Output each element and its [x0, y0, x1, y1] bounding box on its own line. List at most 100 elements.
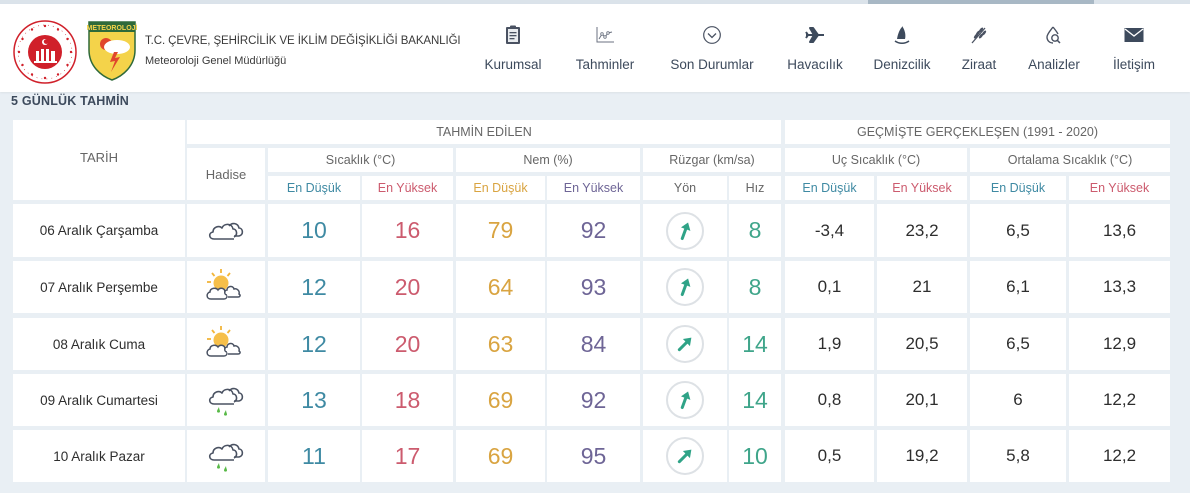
- row-temp-low: 11: [268, 430, 360, 482]
- wind-arrow-icon: [677, 337, 692, 352]
- ministry-subtitle: Meteoroloji Genel Müdürlüğü: [145, 55, 287, 67]
- header-ext-high: En Yüksek: [877, 176, 967, 200]
- row-temp-high: 17: [362, 430, 453, 482]
- cloudy-icon: [208, 222, 244, 240]
- row-wind-speed: 14: [729, 374, 781, 426]
- header-event: Hadise: [187, 148, 265, 200]
- row-hum-high: 92: [547, 204, 640, 257]
- wind-direction-dial: [666, 437, 704, 475]
- row-event: [187, 318, 265, 370]
- header-humidity: Nem (%): [456, 148, 640, 172]
- nav-item-tahminler[interactable]: Tahminler: [570, 4, 640, 92]
- nav-label: Kurumsal: [484, 57, 542, 72]
- wind-arrow-icon: [680, 222, 691, 240]
- row-wind-speed: 8: [729, 204, 781, 257]
- row-ext-low: 0,1: [785, 261, 874, 313]
- wind-arrow-icon: [677, 449, 692, 464]
- nav-label: Analizler: [1028, 57, 1080, 72]
- nav-item-denizcilik[interactable]: Denizcilik: [868, 4, 936, 92]
- row-hum-high: 95: [547, 430, 640, 482]
- row-avg-low: 5,8: [970, 430, 1066, 482]
- nav-label: Havacılık: [787, 57, 843, 72]
- nav-label: Ziraat: [961, 57, 997, 72]
- row-ext-low: 0,8: [785, 374, 874, 426]
- rain-weather-icon: [203, 434, 249, 479]
- nav-item-iletisim[interactable]: İletişim: [1104, 4, 1164, 92]
- row-event: [187, 261, 265, 313]
- row-wind-direction: [643, 204, 727, 257]
- drop-search-icon: [1044, 24, 1064, 46]
- row-ext-high: 20,1: [877, 374, 967, 426]
- row-avg-high: 12,2: [1069, 374, 1170, 426]
- row-wind-direction: [643, 430, 727, 482]
- row-wind-direction: [643, 318, 727, 370]
- row-temp-high: 20: [362, 318, 453, 370]
- wind-direction-dial: [666, 381, 704, 419]
- section-title: 5 GÜNLÜK TAHMİN: [11, 94, 130, 108]
- nav-item-kurumsal[interactable]: Kurumsal: [480, 4, 546, 92]
- row-hum-high: 84: [547, 318, 640, 370]
- partly-cloudy-weather-icon: [203, 268, 249, 307]
- row-event: [187, 430, 265, 482]
- row-avg-high: 12,9: [1069, 318, 1170, 370]
- header-temp-low: En Düşük: [268, 176, 360, 200]
- main-nav: Kurumsal Tahminler Son Durumlar Havacılı…: [0, 4, 1190, 92]
- meteoroloji-logo-icon[interactable]: METEOROLOJİ: [87, 20, 137, 82]
- header-wind-speed: Hız: [729, 176, 781, 200]
- row-temp-low: 10: [268, 204, 360, 257]
- top-strip: [0, 0, 1190, 4]
- header-avg-low: En Düşük: [970, 176, 1066, 200]
- rain-icon: [208, 443, 244, 472]
- row-date: 09 Aralık Cumartesi: [13, 374, 185, 426]
- header-temperature: Sıcaklık (°C): [268, 148, 453, 172]
- row-ext-high: 21: [877, 261, 967, 313]
- row-hum-high: 93: [547, 261, 640, 313]
- wind-direction-dial: [666, 268, 704, 306]
- nav-item-son-durumlar[interactable]: Son Durumlar: [664, 4, 760, 92]
- row-avg-low: 6: [970, 374, 1066, 426]
- nav-item-analizler[interactable]: Analizler: [1024, 4, 1084, 92]
- row-wind-speed: 8: [729, 261, 781, 313]
- row-date: 07 Aralık Perşembe: [13, 261, 185, 313]
- wheat-icon: [969, 24, 989, 46]
- cloudy-weather-icon: [203, 211, 249, 250]
- row-date: 06 Aralık Çarşamba: [13, 204, 185, 257]
- nav-label: Tahminler: [575, 57, 635, 72]
- row-temp-high: 18: [362, 374, 453, 426]
- chevron-circle-icon: [702, 24, 722, 46]
- ministry-title: T.C. ÇEVRE, ŞEHİRCİLİK VE İKLİM DEĞİŞİKL…: [145, 35, 461, 47]
- row-wind-speed: 10: [729, 430, 781, 482]
- row-avg-low: 6,5: [970, 318, 1066, 370]
- nav-item-ziraat[interactable]: Ziraat: [956, 4, 1002, 92]
- row-event: [187, 204, 265, 257]
- wind-direction-dial: [666, 211, 704, 250]
- header-wind-direction: Yön: [643, 176, 727, 200]
- row-ext-low: 1,9: [785, 318, 874, 370]
- row-hum-high: 92: [547, 374, 640, 426]
- nav-item-havacilik[interactable]: Havacılık: [784, 4, 846, 92]
- header-extreme-temp: Uç Sıcaklık (°C): [785, 148, 967, 172]
- envelope-icon: [1124, 24, 1144, 46]
- chart-icon: [595, 24, 615, 46]
- ministry-logo-icon[interactable]: [12, 19, 78, 85]
- sailboat-icon: [892, 24, 912, 46]
- header-forecast-group: TAHMİN EDİLEN: [187, 120, 781, 144]
- partly-cloudy-weather-icon: [203, 325, 249, 364]
- row-event: [187, 374, 265, 426]
- row-ext-high: 19,2: [877, 430, 967, 482]
- partly-cloudy-icon: [206, 325, 241, 357]
- header-avg-high: En Yüksek: [1069, 176, 1170, 200]
- row-avg-low: 6,1: [970, 261, 1066, 313]
- top-strip-active-segment: [868, 0, 1094, 4]
- row-hum-low: 79: [456, 204, 545, 257]
- header-temp-high: En Yüksek: [362, 176, 453, 200]
- row-avg-high: 12,2: [1069, 430, 1170, 482]
- row-hum-low: 64: [456, 261, 545, 313]
- header-wind: Rüzgar (km/sa): [643, 148, 781, 172]
- rain-icon: [208, 387, 244, 416]
- row-wind-direction: [643, 374, 727, 426]
- row-temp-low: 12: [268, 318, 360, 370]
- wind-direction-dial: [666, 325, 704, 363]
- row-temp-high: 20: [362, 261, 453, 313]
- svg-text:METEOROLOJİ: METEOROLOJİ: [87, 24, 137, 32]
